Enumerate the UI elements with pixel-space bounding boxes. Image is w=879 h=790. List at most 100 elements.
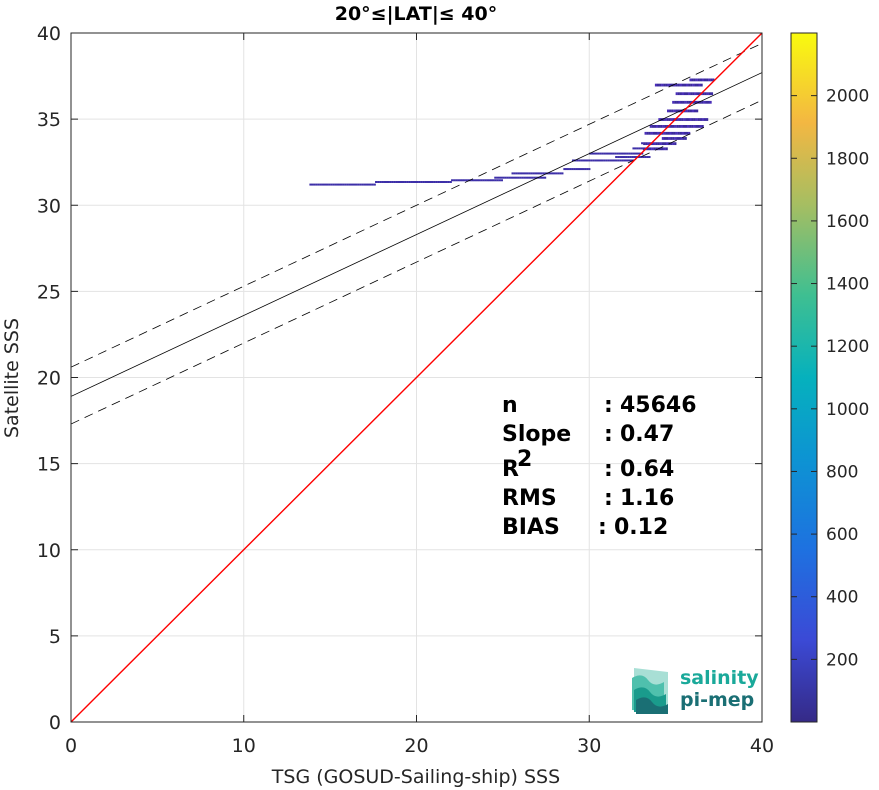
density-point [675, 83, 678, 87]
density-point [414, 180, 417, 183]
density-point [542, 172, 545, 175]
density-point [584, 159, 587, 162]
density-point [340, 183, 343, 186]
density-point [332, 183, 335, 186]
density-point [513, 172, 516, 175]
density-point [471, 179, 474, 182]
x-tick-label: 20 [404, 735, 428, 757]
density-point [330, 183, 333, 186]
density-point [699, 78, 703, 82]
density-point [661, 137, 665, 140]
density-point [615, 156, 618, 159]
density-point [395, 180, 398, 183]
stat-value: 45646 [620, 393, 697, 418]
density-point [708, 78, 711, 82]
density-point [679, 131, 682, 135]
density-point [653, 147, 656, 151]
density-point [504, 176, 507, 179]
density-point [494, 179, 497, 182]
fit-upper-dashed-line [71, 42, 762, 368]
density-point [580, 159, 583, 162]
x-tick-label: 0 [65, 735, 77, 757]
density-point [523, 176, 526, 179]
density-point [619, 156, 622, 159]
density-point [656, 131, 660, 135]
density-point [451, 179, 454, 182]
density-point [311, 183, 314, 186]
density-point [673, 109, 676, 113]
density-point [684, 125, 688, 128]
density-point [603, 159, 606, 162]
density-point [676, 137, 679, 140]
density-point [385, 180, 388, 183]
logo-line1: salinity [680, 667, 759, 689]
density-point [381, 180, 384, 183]
density-point [578, 159, 581, 162]
density-point [571, 159, 575, 162]
colorbar-tick-label: 1400 [826, 275, 869, 295]
density-point [346, 183, 349, 186]
density-point [662, 118, 665, 121]
density-point [688, 83, 691, 87]
density-point [672, 137, 675, 140]
density-point [651, 142, 654, 146]
stats-box: n:45646Slope:0.47R2:0.64RMS:1.16BIAS:0.1… [502, 393, 697, 540]
density-point [655, 125, 659, 128]
density-point [441, 180, 444, 183]
density-point [530, 172, 533, 175]
density-point [617, 156, 620, 159]
y-tick-label: 25 [37, 281, 61, 303]
density-point [669, 131, 672, 135]
density-point [453, 179, 456, 182]
density-point [486, 179, 489, 182]
density-point [565, 168, 568, 171]
fit-line [71, 72, 762, 397]
density-point [660, 125, 663, 128]
density-point [633, 156, 637, 159]
density-point [313, 183, 316, 186]
y-tick-label: 15 [37, 454, 61, 476]
density-point [328, 183, 331, 186]
density-point [669, 109, 672, 113]
density-point [670, 142, 673, 146]
density-point [700, 83, 703, 87]
density-point [632, 147, 635, 150]
density-point [688, 100, 691, 104]
density-point [410, 180, 413, 183]
density-point [664, 118, 667, 121]
density-point [619, 159, 622, 162]
density-point [573, 168, 576, 171]
density-point [666, 118, 669, 121]
density-point [655, 142, 658, 146]
density-point [699, 125, 702, 128]
density-point [689, 109, 692, 113]
density-point [677, 109, 680, 113]
density-point [622, 152, 625, 155]
density-point [681, 83, 685, 87]
density-point [657, 142, 660, 146]
density-point [694, 83, 697, 87]
density-point [350, 183, 354, 186]
density-point [404, 180, 407, 183]
stat-separator: : [598, 515, 607, 540]
density-point [672, 142, 675, 146]
y-tick-label: 20 [37, 368, 61, 390]
x-tick-label: 10 [232, 735, 256, 757]
density-point [654, 83, 658, 87]
density-point [629, 156, 632, 159]
density-point [642, 156, 645, 159]
density-point [646, 131, 649, 135]
density-point [616, 152, 619, 155]
density-point [357, 183, 360, 186]
density-point [665, 131, 668, 135]
density-point [319, 183, 322, 186]
density-point [683, 92, 687, 96]
density-point [708, 92, 711, 96]
density-point [361, 183, 364, 186]
y-tick-label: 10 [37, 540, 61, 562]
density-point [488, 179, 491, 182]
density-point [498, 179, 501, 182]
density-point [557, 172, 560, 175]
density-point [517, 172, 520, 175]
density-point [511, 172, 514, 175]
